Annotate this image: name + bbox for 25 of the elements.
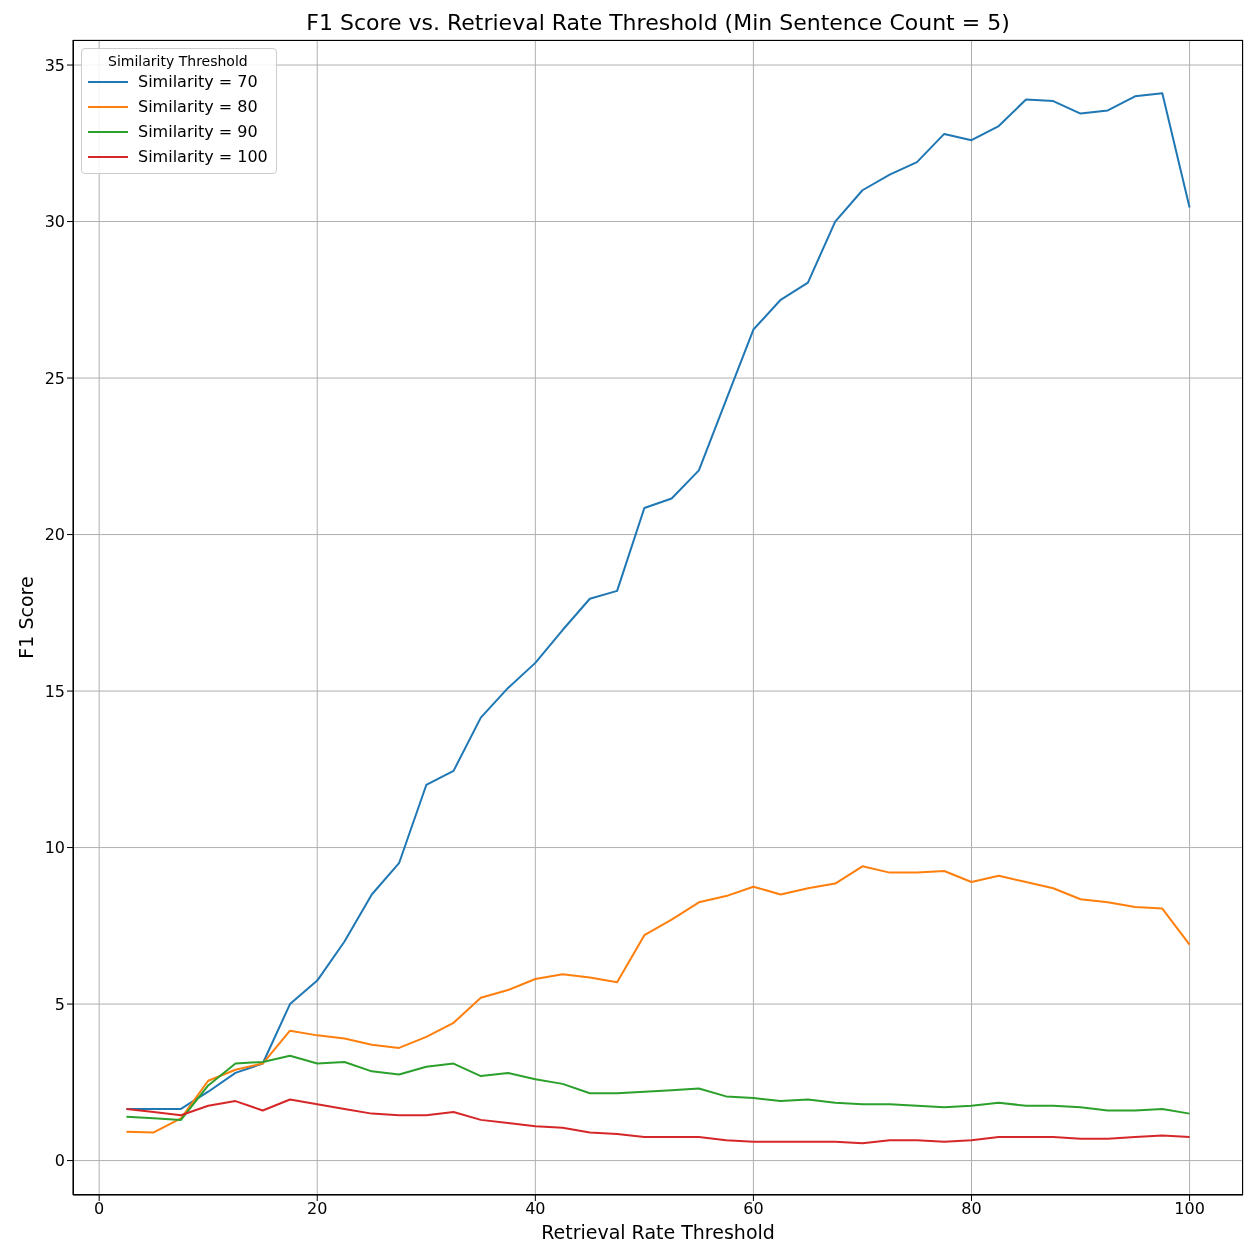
y-tick-label: 10 [44, 838, 65, 858]
x-axis-title: Retrieval Rate Threshold [541, 1221, 775, 1243]
legend-label: Similarity = 90 [138, 122, 258, 141]
x-tick-label: 20 [307, 1199, 328, 1219]
line-series [125, 865, 1191, 1134]
legend-label: Similarity = 70 [138, 72, 258, 91]
x-tick-label: 80 [961, 1199, 982, 1219]
y-tick-label: 20 [44, 525, 65, 545]
x-tick-label: 60 [743, 1199, 764, 1219]
legend-label: Similarity = 100 [138, 147, 268, 166]
x-tick-label: 100 [1174, 1199, 1205, 1219]
x-tick-label: 40 [525, 1199, 546, 1219]
chart-title: F1 Score vs. Retrieval Rate Threshold (Min Sentence Count = 5) [306, 10, 1010, 35]
y-tick-label: 25 [44, 368, 65, 388]
y-tick-label: 15 [44, 681, 65, 701]
x-tick-label: 0 [94, 1199, 105, 1219]
y-tick-label: 0 [54, 1151, 65, 1171]
y-axis-title: F1 Score [14, 576, 37, 659]
line-series [125, 1054, 1191, 1121]
legend-title: Similarity Threshold [107, 53, 249, 69]
line-series [125, 1098, 1191, 1145]
legend-label: Similarity = 80 [138, 97, 258, 116]
y-tick-label: 35 [44, 55, 65, 75]
y-tick-label: 30 [44, 212, 65, 232]
y-tick-label: 5 [54, 994, 65, 1014]
